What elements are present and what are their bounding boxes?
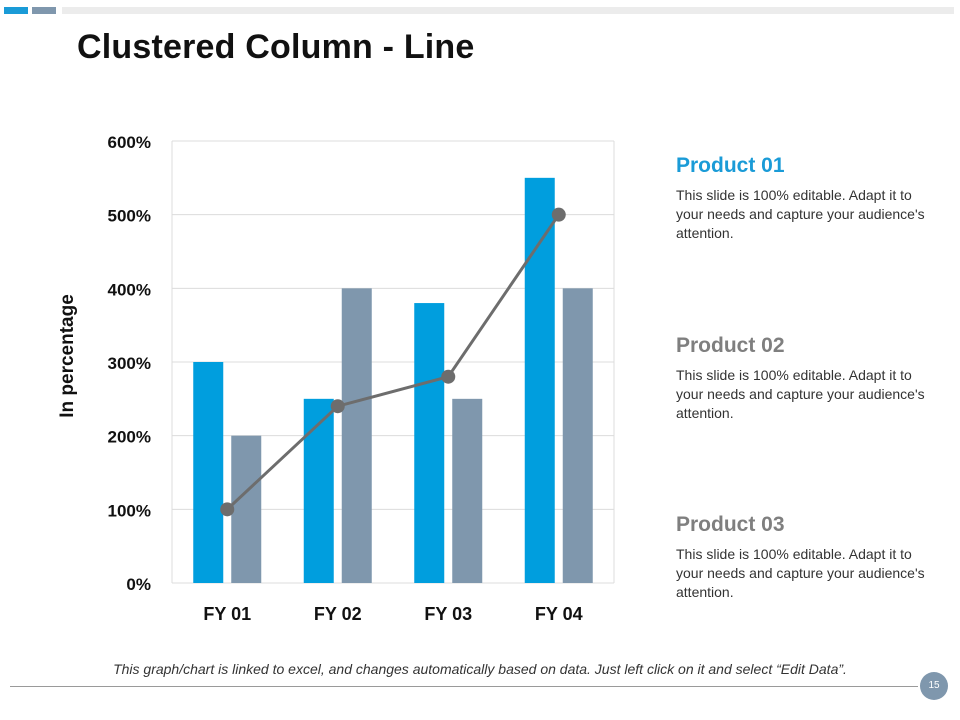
line-point-3 [441,369,456,384]
y-tick-label: 500% [108,207,151,226]
x-tick-label: FY 04 [535,604,583,624]
product-02-description: This slide is 100% editable. Adapt it to… [676,367,925,421]
accent-rail [62,7,954,14]
bar-fy-02-series-1 [303,398,334,583]
bar-fy-01-series-2 [231,435,262,583]
page-number-badge: 15 [920,672,948,700]
bar-fy-03-series-2 [452,398,483,583]
product-02-block: Product 02 This slide is 100% editable. … [676,334,926,423]
line-point-4 [551,207,566,222]
y-tick-label: 400% [108,280,151,299]
bars [193,177,593,584]
x-tick-label: FY 03 [424,604,472,624]
product-02-heading: Product 02 [676,334,785,357]
product-03-block: Product 03 This slide is 100% editable. … [676,513,926,602]
line-point-2 [330,399,345,414]
y-tick-label: 0% [126,575,151,594]
top-accent-bar [0,7,960,15]
clustered-column-line-chart: 0% 100% 200% 300% 400% 500% 600% FY 01 FY 02 FY 0… [57,133,615,624]
slide-title: Clustered Column - Line [77,28,475,66]
accent-block-blue [4,7,28,14]
line-series-path [226,213,560,511]
line-point-1 [220,502,235,517]
footer-divider [10,686,918,687]
product-03-description: This slide is 100% editable. Adapt it to… [676,546,925,600]
product-01-description: This slide is 100% editable. Adapt it to… [676,187,925,241]
bar-fy-02-series-2 [341,288,372,583]
product-01-block: Product 01 This slide is 100% editable. … [676,154,926,243]
y-tick-label: 200% [108,428,151,447]
axis-labels: 0% 100% 200% 300% 400% 500% 600% FY 01 FY 02 FY 0… [57,133,583,624]
footer-note: This graph/chart is linked to excel, and… [113,661,847,677]
bar-fy-04-series-2 [562,288,593,583]
bar-fy-03-series-1 [414,303,445,583]
y-axis-title: In percentage [57,294,78,418]
bar-fy-04-series-1 [524,177,555,584]
line-series [220,207,566,517]
product-01-heading: Product 01 [676,154,785,177]
y-tick-label: 600% [108,133,151,152]
x-tick-label: FY 01 [203,604,251,624]
accent-block-gray [32,7,56,14]
bar-fy-01-series-1 [193,362,224,583]
x-tick-label: FY 02 [314,604,362,624]
y-tick-label: 300% [108,354,151,373]
product-03-heading: Product 03 [676,513,785,536]
y-tick-label: 100% [108,501,151,520]
